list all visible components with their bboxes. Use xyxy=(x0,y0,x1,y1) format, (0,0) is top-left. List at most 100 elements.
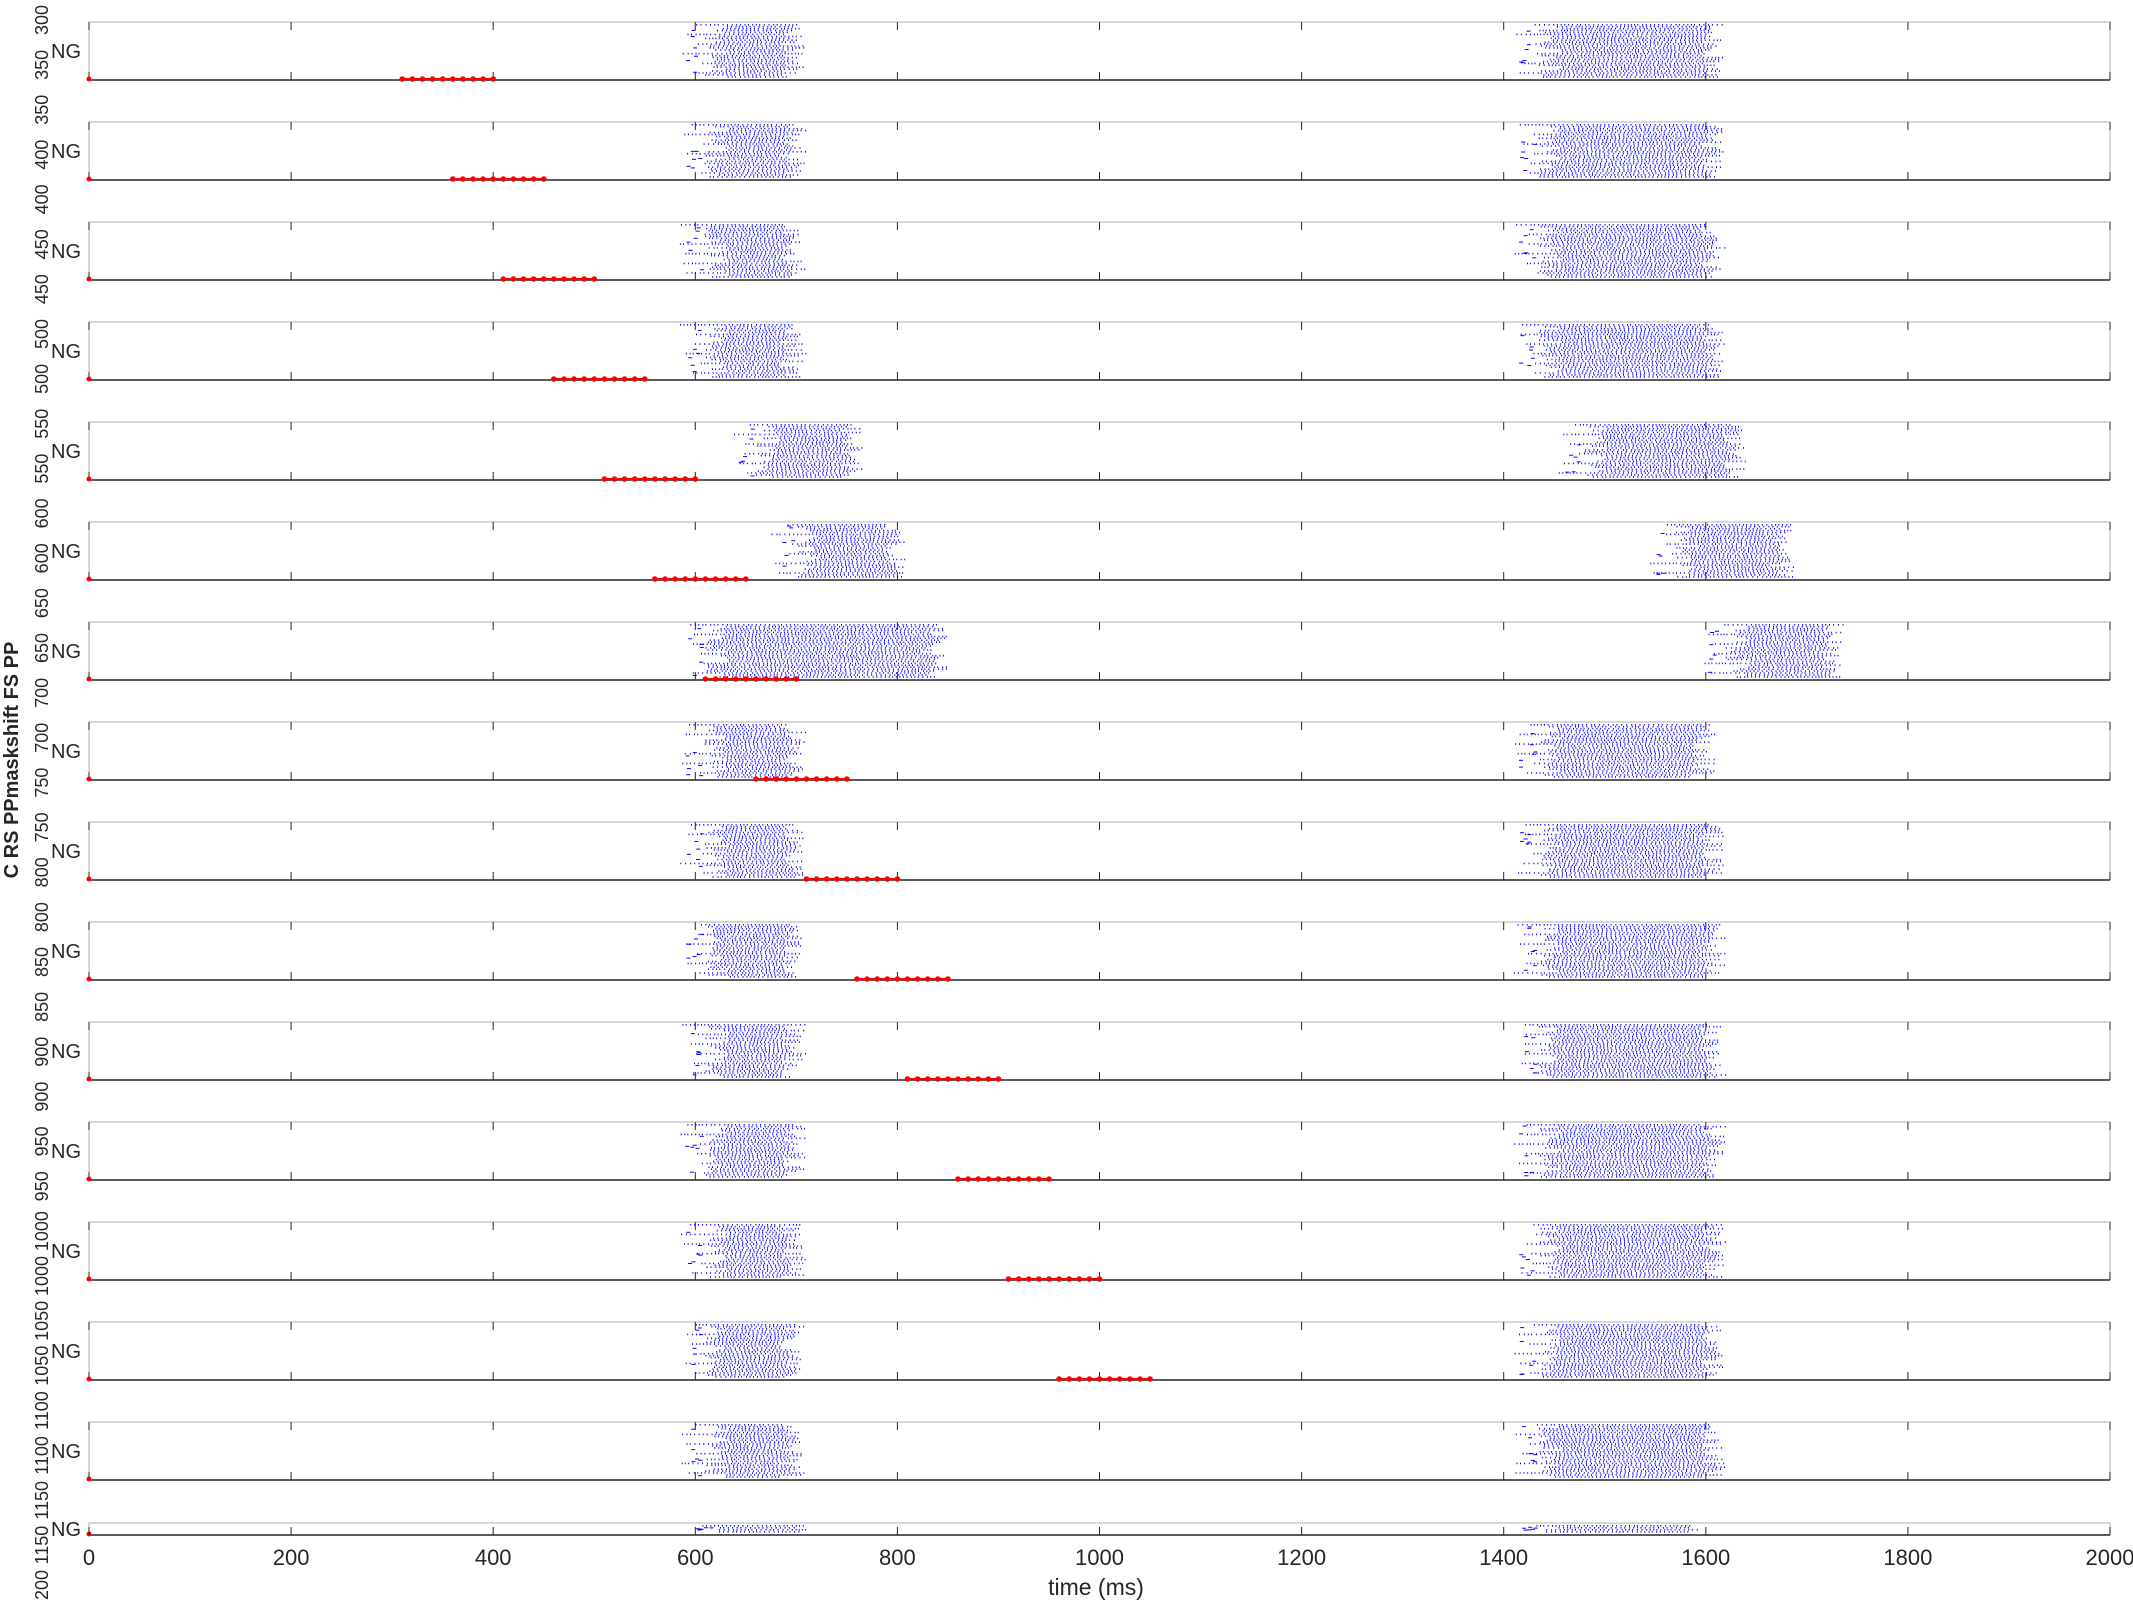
spike-row xyxy=(706,1464,793,1467)
spike-row xyxy=(724,1056,786,1059)
spike-row xyxy=(687,1124,794,1126)
spike-row xyxy=(1525,1152,1723,1155)
spike-row xyxy=(723,1076,790,1078)
spike-row xyxy=(1543,76,1718,78)
y-tick-label: 1100 xyxy=(32,1436,52,1475)
spike-row xyxy=(1543,60,1720,63)
input-pulse xyxy=(86,776,92,782)
spike-row xyxy=(717,1327,784,1330)
spike-row xyxy=(1533,133,1716,136)
spike-row xyxy=(1554,1458,1723,1461)
spike-row xyxy=(1548,1045,1711,1047)
spike-row xyxy=(713,1151,788,1153)
spike-row xyxy=(705,1070,782,1072)
spike-row xyxy=(729,249,791,251)
spike-row xyxy=(1653,572,1777,574)
spike-row xyxy=(724,866,801,868)
spike-row xyxy=(706,864,789,867)
spike-row xyxy=(1677,556,1788,559)
raster-panels: NG NG NG NG NG NG NG NG NG NG NG NG NG NG NG NG xyxy=(51,21,2111,1541)
spike-row xyxy=(1550,1437,1702,1440)
spike-row xyxy=(719,1349,792,1351)
spike-row xyxy=(1736,676,1841,678)
spike-row xyxy=(1557,1325,1718,1328)
spike-row xyxy=(708,229,799,232)
spike-row xyxy=(702,62,798,65)
spike-row xyxy=(1539,270,1713,272)
spike-row xyxy=(813,537,889,540)
spike-row xyxy=(1549,868,1720,870)
spike-row xyxy=(1559,1335,1702,1338)
input-pulses xyxy=(86,376,648,382)
raster-panel: NG xyxy=(51,1121,2111,1182)
spike-row xyxy=(1562,258,1709,261)
spike-row xyxy=(725,147,801,149)
spike-row xyxy=(713,1237,787,1240)
input-pulse xyxy=(86,476,92,482)
spike-row xyxy=(1549,1358,1716,1361)
spike-row xyxy=(725,1437,799,1440)
spike-row xyxy=(1553,776,1690,778)
panel-frame xyxy=(88,1221,2111,1281)
spike-row xyxy=(688,1472,805,1474)
panel-frame xyxy=(88,1021,2111,1081)
spike-row xyxy=(1552,1160,1702,1163)
spike-row xyxy=(697,1152,803,1155)
spike-row xyxy=(715,1376,785,1378)
spike-row xyxy=(1533,352,1721,355)
spike-row xyxy=(1539,1154,1710,1157)
panel-label: NG xyxy=(51,441,81,463)
spike-row xyxy=(712,56,797,59)
spike-row xyxy=(714,1264,792,1267)
spike-row xyxy=(1547,337,1702,340)
spike-row xyxy=(728,1054,802,1057)
spike-row xyxy=(1737,635,1831,638)
spike-row xyxy=(1540,1435,1705,1438)
spike-row xyxy=(1607,447,1744,449)
spike-row xyxy=(1550,731,1699,734)
spike-row xyxy=(1539,176,1716,178)
spike-row xyxy=(723,956,798,959)
spike-row xyxy=(1544,1364,1722,1367)
spike-row xyxy=(1548,725,1705,728)
spike-row xyxy=(1552,1268,1715,1270)
spike-row xyxy=(1750,664,1841,667)
spike-row xyxy=(1579,452,1734,455)
spike-row xyxy=(1748,627,1828,630)
spike-row xyxy=(718,1425,792,1428)
spike-row xyxy=(1731,651,1819,653)
spike-row xyxy=(1541,45,1717,47)
spike-row xyxy=(708,1166,800,1168)
spike-row xyxy=(1523,143,1700,145)
spike-row xyxy=(727,245,787,247)
spike-row xyxy=(1553,39,1722,41)
spike-row xyxy=(700,1352,788,1355)
spike-row xyxy=(1551,1339,1705,1341)
spike-row xyxy=(1545,1164,1716,1167)
spike-row xyxy=(1606,468,1745,470)
spike-row xyxy=(706,1458,798,1461)
spike-row xyxy=(727,868,802,870)
spike-row xyxy=(726,68,798,70)
spike-row xyxy=(728,1466,800,1468)
spike-row xyxy=(713,1160,789,1163)
panel-label: NG xyxy=(51,1519,81,1541)
spike-row xyxy=(1547,141,1722,143)
spike-row xyxy=(1550,751,1707,753)
spike-row xyxy=(1539,339,1722,341)
x-tick-label: 1600 xyxy=(1681,1545,1730,1570)
spike-row xyxy=(1537,272,1710,274)
spike-row xyxy=(1540,1254,1723,1257)
spike-row xyxy=(1563,433,1739,436)
spike-row xyxy=(725,270,790,272)
spike-row xyxy=(1555,1035,1702,1038)
spike-row xyxy=(1692,527,1780,530)
spike-burst xyxy=(681,1224,806,1278)
spike-row xyxy=(1540,329,1709,332)
spike-row xyxy=(1555,1258,1723,1261)
panel-frame xyxy=(88,921,2111,981)
spike-row xyxy=(701,172,785,174)
spike-row xyxy=(1533,852,1704,855)
y-tick-label: 950 xyxy=(32,1171,52,1201)
spike-row xyxy=(815,558,906,561)
